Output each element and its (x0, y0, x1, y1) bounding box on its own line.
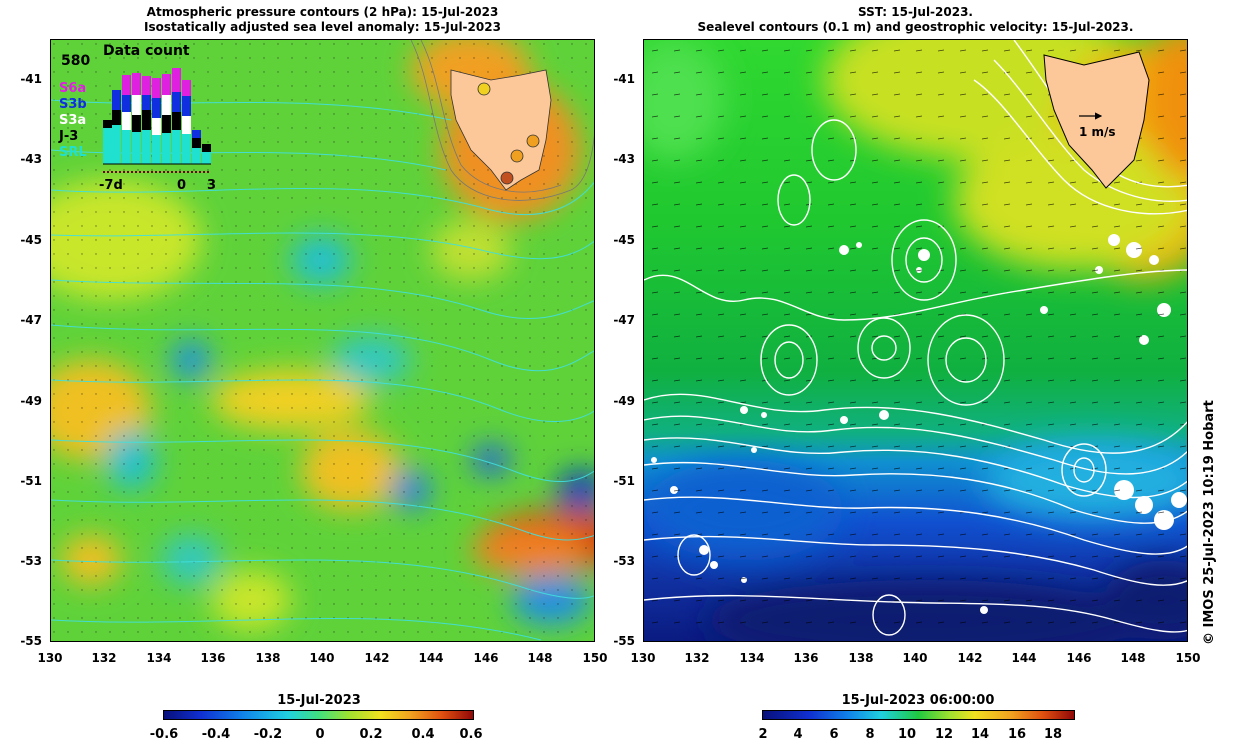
right-colorbar-tick: 16 (1007, 727, 1027, 742)
left-title-line1: Atmospheric pressure contours (2 hPa): 1… (146, 5, 499, 19)
left-x-tick-144: 144 (418, 651, 444, 665)
day-label-zero: 0 (177, 178, 186, 193)
left-title-line2: Isostatically adjusted sea level anomaly… (144, 20, 501, 34)
right-x-tick-144: 144 (1011, 651, 1037, 665)
right-y-tick-53: -53 (613, 554, 635, 568)
left-x-tick-150: 150 (582, 651, 608, 665)
sst-map: 1 m/s (643, 39, 1188, 642)
data-count-bars (103, 68, 211, 173)
data-count-max: 580 (61, 53, 90, 69)
right-colorbar-tick: 8 (865, 727, 875, 742)
right-colorbar-tick: 6 (829, 727, 839, 742)
right-y-tick-45: -45 (613, 233, 635, 247)
right-colorbar-tick: 18 (1043, 727, 1063, 742)
left-y-tick-43: -43 (20, 152, 42, 166)
left-colorbar-tick: 0.2 (359, 727, 383, 742)
left-y-tick-51: -51 (20, 474, 42, 488)
right-colorbar-tick: 14 (970, 727, 990, 742)
sea-level-anomaly-field (51, 40, 594, 641)
right-y-tick-55: -55 (613, 634, 635, 648)
day-label-end: 3 (207, 178, 216, 193)
right-colorbar-tick: 12 (934, 727, 954, 742)
right-x-tick-142: 142 (957, 651, 983, 665)
left-colorbar-tick: -0.4 (201, 727, 231, 742)
left-x-tick-130: 130 (37, 651, 63, 665)
left-colorbar-tick: 0.6 (459, 727, 483, 742)
left-x-tick-140: 140 (309, 651, 335, 665)
left-x-tick-146: 146 (473, 651, 499, 665)
right-colorbar-tick: 10 (897, 727, 917, 742)
left-y-tick-41: -41 (20, 72, 42, 86)
right-y-tick-51: -51 (613, 474, 635, 488)
satellite-s6a: S6a (59, 81, 86, 96)
left-y-tick-45: -45 (20, 233, 42, 247)
right-colorbar-tick: 2 (758, 727, 768, 742)
svg-text:1 m/s: 1 m/s (1079, 125, 1116, 139)
left-y-tick-55: -55 (20, 634, 42, 648)
left-x-tick-142: 142 (364, 651, 390, 665)
left-map-title: Atmospheric pressure contours (2 hPa): 1… (50, 5, 595, 35)
left-colorbar-tick: 0 (315, 727, 325, 742)
right-map-title: SST: 15-Jul-2023. Sealevel contours (0.1… (643, 5, 1188, 35)
right-y-tick-41: -41 (613, 72, 635, 86)
right-title-line1: SST: 15-Jul-2023. (858, 5, 973, 19)
left-y-tick-53: -53 (20, 554, 42, 568)
data-count-label: Data count (103, 43, 190, 59)
left-y-tick-49: -49 (20, 394, 42, 408)
velocity-scale: 1 m/s (1079, 112, 1116, 139)
left-x-tick-136: 136 (200, 651, 226, 665)
sst-field: 1 m/s (644, 40, 1187, 641)
right-x-tick-130: 130 (630, 651, 656, 665)
right-x-tick-134: 134 (739, 651, 765, 665)
left-colorbar-tick: -0.6 (149, 727, 179, 742)
left-x-tick-138: 138 (255, 651, 281, 665)
right-x-tick-140: 140 (902, 651, 928, 665)
left-colorbar-tick: 0.4 (411, 727, 435, 742)
right-colorbar-tick: 4 (793, 727, 803, 742)
left-x-tick-148: 148 (527, 651, 553, 665)
day-label-start: -7d (99, 178, 123, 193)
left-colorbar-tick: -0.2 (253, 727, 283, 742)
satellite-s3a: S3a (59, 113, 86, 128)
right-y-tick-49: -49 (613, 394, 635, 408)
right-x-tick-146: 146 (1066, 651, 1092, 665)
right-colorbar (762, 710, 1075, 720)
right-title-line2: Sealevel contours (0.1 m) and geostrophi… (697, 20, 1134, 34)
right-x-tick-136: 136 (793, 651, 819, 665)
left-x-tick-132: 132 (91, 651, 117, 665)
right-x-tick-138: 138 (848, 651, 874, 665)
right-colorbar-title: 15-Jul-2023 06:00:00 (841, 693, 995, 708)
right-x-tick-150: 150 (1175, 651, 1201, 665)
imos-credit: © IMOS 25-Jul-2023 10:19 Hobart (1202, 400, 1217, 645)
right-x-tick-148: 148 (1120, 651, 1146, 665)
satellite-srl: SRL (59, 145, 87, 160)
sea-level-anomaly-map: Data count 580 S6a S3b S3a J-3 SRL -7d 0… (50, 39, 595, 642)
right-x-tick-132: 132 (684, 651, 710, 665)
tasmania-landmass (450, 69, 552, 191)
left-y-tick-47: -47 (20, 313, 42, 327)
data-count-inset: Data count 580 S6a S3b S3a J-3 SRL -7d 0… (51, 40, 221, 200)
satellite-s3b: S3b (59, 97, 87, 112)
satellite-j3: J-3 (58, 129, 78, 144)
tasmania-landmass (1043, 51, 1150, 189)
left-colorbar-title: 15-Jul-2023 (277, 693, 361, 708)
left-colorbar (163, 710, 474, 720)
right-y-tick-47: -47 (613, 313, 635, 327)
left-x-tick-134: 134 (146, 651, 172, 665)
right-y-tick-43: -43 (613, 152, 635, 166)
